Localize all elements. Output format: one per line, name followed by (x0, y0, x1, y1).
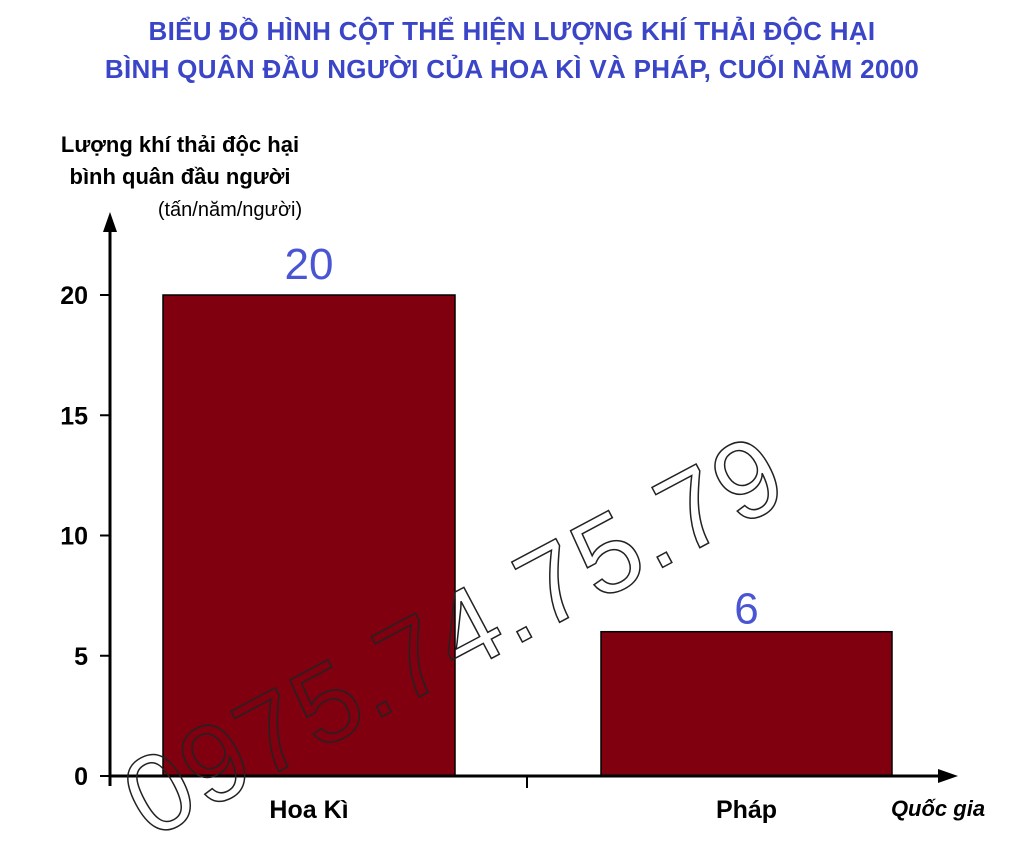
y-tick-label-2: 10 (60, 523, 88, 551)
y-axis-arrow (103, 212, 117, 232)
bars-layer: 20 6 (162, 240, 893, 777)
y-axis-label-line1: Lượng khí thải độc hại (61, 132, 299, 157)
bar-0 (162, 294, 456, 777)
axes-layer: Hoa Kì Pháp 0 5 10 15 20 (60, 212, 958, 824)
x-axis-arrow (938, 769, 958, 783)
chart-title-line1: BIỂU ĐỒ HÌNH CỘT THỂ HIỆN LƯỢNG KHÍ THẢI… (148, 16, 876, 46)
x-tick-label-0: Hoa Kì (269, 796, 348, 824)
y-tick-label-4: 20 (60, 282, 88, 310)
y-tick-label-1: 5 (74, 643, 88, 671)
y-axis-label-line2: bình quân đầu người (70, 164, 291, 189)
x-tick-label-1: Pháp (716, 796, 777, 824)
data-label-1: 6 (734, 585, 758, 634)
bar-1 (600, 630, 893, 777)
y-tick-label-3: 15 (60, 402, 88, 430)
y-tick-label-0: 0 (74, 763, 88, 791)
chart-title-line2: BÌNH QUÂN ĐẦU NGƯỜI CỦA HOA KÌ VÀ PHÁP, … (104, 54, 920, 84)
data-label-0: 20 (285, 240, 334, 289)
y-axis-unit: (tấn/năm/người) (158, 199, 302, 221)
x-axis-label: Quốc gia (891, 796, 985, 821)
